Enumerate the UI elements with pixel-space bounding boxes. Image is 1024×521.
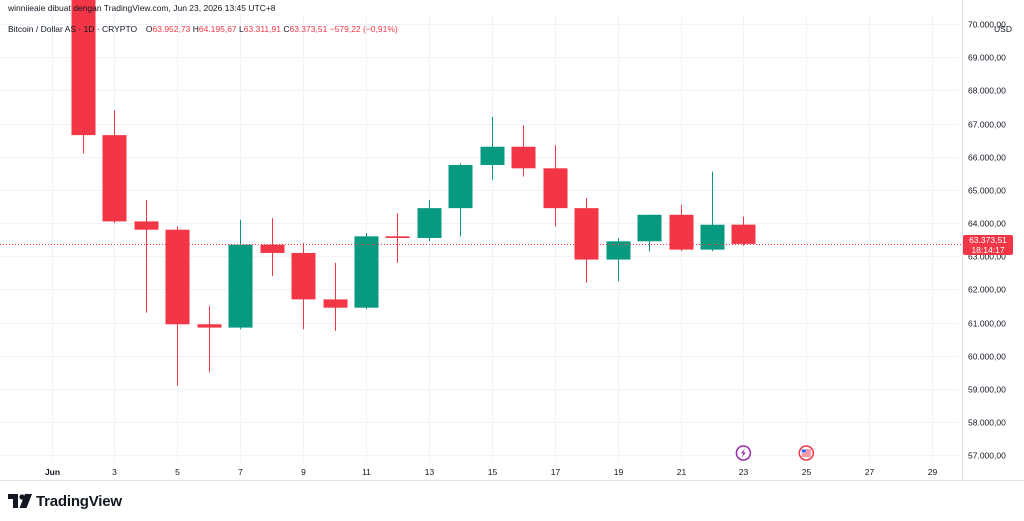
- high-value: 64.195,67: [198, 24, 237, 34]
- candle-body: [102, 135, 127, 222]
- y-tick-label: 59.000,00: [968, 385, 1006, 395]
- x-tick-label: 19: [614, 467, 624, 477]
- last-price-tag: 63.373,51 18:14:17: [963, 234, 1013, 255]
- low-label: L: [239, 24, 244, 34]
- x-tick-label: 29: [928, 467, 938, 477]
- y-tick-label: 70.000,00: [968, 20, 1006, 30]
- x-tick-label: 5: [175, 467, 180, 477]
- candle-body: [228, 244, 253, 328]
- y-tick-label: 60.000,00: [968, 352, 1006, 362]
- flag-stripe: [801, 449, 811, 451]
- tradingview-logo[interactable]: TradingView: [8, 492, 122, 510]
- x-tick-label: 9: [301, 467, 306, 477]
- y-tick-label: 69.000,00: [968, 53, 1006, 63]
- x-tick-label: 27: [865, 467, 875, 477]
- candle-body: [448, 164, 473, 209]
- lightning-glyph: [740, 448, 746, 458]
- candle-body: [197, 324, 222, 328]
- x-tick-label: 7: [238, 467, 243, 477]
- candle-body: [700, 224, 725, 250]
- axes: 57.000,00 58.000,00 59.000,00 60.000,00 61.0…: [0, 0, 1024, 481]
- x-tick-label: 21: [677, 467, 687, 477]
- currency-label: USD: [994, 24, 1012, 34]
- symbol-label: Bitcoin / Dollar AS · 1D · CRYPTO: [8, 24, 138, 34]
- candle-body: [354, 236, 379, 308]
- x-tick-label: 15: [488, 467, 498, 477]
- open-value: 63.952,73: [152, 24, 191, 34]
- candle-body: [417, 208, 442, 238]
- attribution-text: winniieaie dibuat dengan TradingView.com…: [8, 3, 276, 13]
- candle-body: [165, 229, 190, 325]
- candle-body: [637, 214, 662, 242]
- change-value: −579,22 (−0,91%): [329, 24, 398, 34]
- candle-body: [323, 299, 348, 308]
- y-tick-label: 66.000,00: [968, 153, 1006, 163]
- ohlc-legend: Bitcoin / Dollar AS · 1D · CRYPTO O63.95…: [8, 24, 398, 34]
- candle-body: [134, 221, 159, 230]
- x-tick-label: 11: [362, 467, 371, 477]
- x-tick-label: 13: [425, 467, 435, 477]
- y-tick-label: 58.000,00: [968, 418, 1006, 428]
- x-tick-label: 23: [739, 467, 749, 477]
- us-flag-icon[interactable]: [798, 445, 815, 461]
- tradingview-logo-icon: [8, 494, 32, 508]
- y-tick-label: 68.000,00: [968, 86, 1006, 96]
- low-value: 63.311,91: [243, 24, 281, 34]
- y-tick-label: 67.000,00: [968, 120, 1006, 130]
- open-label: O: [145, 24, 153, 34]
- candle-body: [543, 168, 568, 209]
- tradingview-logo-text: TradingView: [36, 492, 122, 510]
- close-value: 63.373,51: [289, 24, 328, 34]
- flag-stripe: [801, 453, 811, 455]
- flag-stripe: [801, 455, 811, 457]
- x-tick-label: Jun: [45, 467, 60, 477]
- x-tick-label: 17: [551, 467, 561, 477]
- countdown-value: 18:14:17: [971, 244, 1005, 255]
- x-tick-label: 3: [112, 467, 117, 477]
- close-label: C: [283, 24, 290, 34]
- candle-body: [606, 241, 631, 260]
- candle-body: [385, 236, 410, 238]
- candles: [0, 0, 962, 386]
- y-tick-label: 65.000,00: [968, 186, 1006, 196]
- candle-body: [574, 208, 599, 260]
- candle-body: [260, 244, 285, 253]
- y-tick-label: 57.000,00: [968, 451, 1006, 461]
- high-label: H: [192, 24, 199, 34]
- y-tick-label: 64.000,00: [968, 219, 1006, 229]
- y-tick-label: 62.000,00: [968, 285, 1006, 295]
- x-tick-label: 25: [802, 467, 812, 477]
- grid: [0, 14, 958, 462]
- candle-body: [669, 214, 694, 250]
- flag-canton: [801, 449, 806, 453]
- candle-body: [731, 224, 756, 244]
- y-tick-label: 63.000,00: [968, 252, 1006, 262]
- flag-stripe: [801, 451, 811, 453]
- candle-body: [291, 252, 316, 300]
- candle-body: [511, 146, 536, 169]
- last-price-value: 63.373,51: [969, 234, 1007, 245]
- y-tick-label: 61.000,00: [968, 319, 1006, 329]
- candle-body: [480, 146, 505, 165]
- candle-body: [71, 0, 96, 136]
